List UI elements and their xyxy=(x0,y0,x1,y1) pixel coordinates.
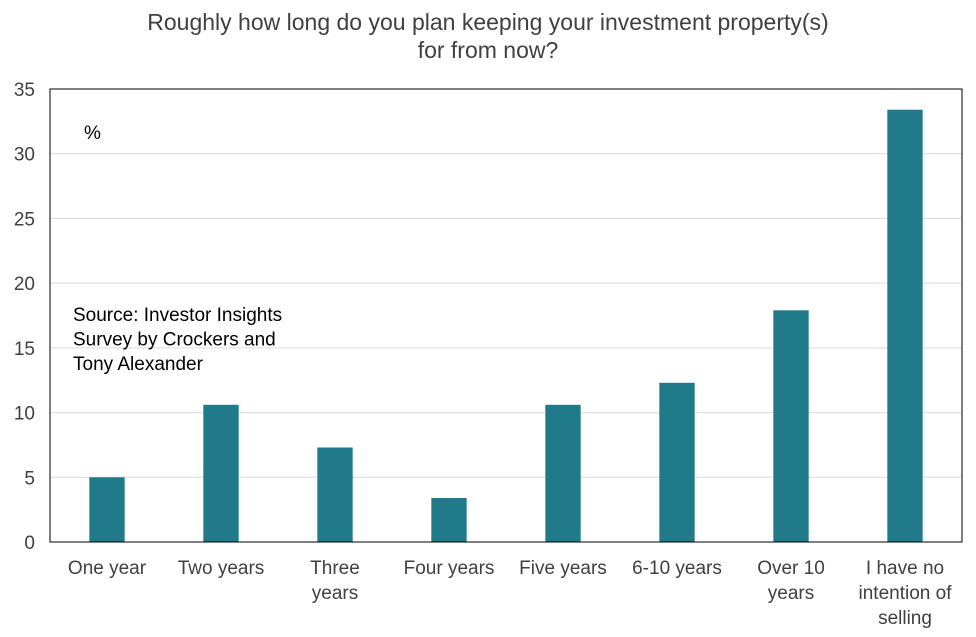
x-category-label-line: One year xyxy=(68,558,147,579)
bar xyxy=(887,109,923,543)
x-axis-category-labels: One year Two years Three years Four years Fiv… xyxy=(68,558,952,629)
y-tick-label: 30 xyxy=(14,145,35,166)
gridlines xyxy=(50,153,962,478)
x-category-label-line: selling xyxy=(878,608,932,629)
bar xyxy=(89,477,125,542)
x-category-label: Five years xyxy=(519,558,607,579)
y-tick-label: 10 xyxy=(14,404,35,425)
x-category-label-line: Four years xyxy=(404,558,495,579)
bar xyxy=(659,382,695,542)
source-note-line: Source: Investor Insights xyxy=(73,305,282,326)
bar xyxy=(203,404,239,542)
y-tick-label: 35 xyxy=(14,80,35,101)
x-category-label-line: Over 10 xyxy=(757,558,825,579)
plot-area-border xyxy=(49,88,963,543)
chart-title-line-1: Roughly how long do you plan keeping you… xyxy=(147,9,829,35)
y-axis-tick-labels: 0 5 10 15 20 25 30 35 xyxy=(14,80,35,554)
chart-title: Roughly how long do you plan keeping you… xyxy=(0,8,976,64)
x-category-label-line: Two years xyxy=(178,558,265,579)
x-category-label: Two years xyxy=(178,558,265,579)
x-category-label-line: Five years xyxy=(519,558,607,579)
x-category-label-line: intention of xyxy=(859,583,953,604)
bar xyxy=(545,404,581,542)
chart-title-line-2: for from now? xyxy=(417,37,559,63)
y-tick-label: 20 xyxy=(14,274,35,295)
y-tick-label: 15 xyxy=(14,339,35,360)
bar xyxy=(317,447,353,542)
x-category-label: I have no intention of selling xyxy=(859,558,953,629)
x-category-label: Three years xyxy=(310,558,360,604)
x-category-label: Over 10 years xyxy=(757,558,825,604)
bars xyxy=(89,109,923,543)
y-tick-label: 25 xyxy=(14,209,35,230)
source-note-line: Survey by Crockers and xyxy=(73,330,276,351)
x-category-label-line: years xyxy=(768,583,814,604)
x-category-label: Four years xyxy=(404,558,495,579)
x-category-label-line: Three xyxy=(310,558,360,579)
y-tick-label: 0 xyxy=(24,533,35,554)
unit-label: % xyxy=(84,123,101,144)
x-category-label: One year xyxy=(68,558,147,579)
y-tick-label: 5 xyxy=(24,468,35,489)
bar xyxy=(773,310,809,542)
bar xyxy=(431,497,467,542)
x-category-label: 6-10 years xyxy=(632,558,722,579)
source-note-line: Tony Alexander xyxy=(73,354,204,375)
x-category-label-line: I have no xyxy=(866,558,944,579)
x-category-label-line: years xyxy=(312,583,358,604)
source-note: Source: Investor Insights Survey by Crock… xyxy=(73,305,282,375)
x-category-label-line: 6-10 years xyxy=(632,558,722,579)
